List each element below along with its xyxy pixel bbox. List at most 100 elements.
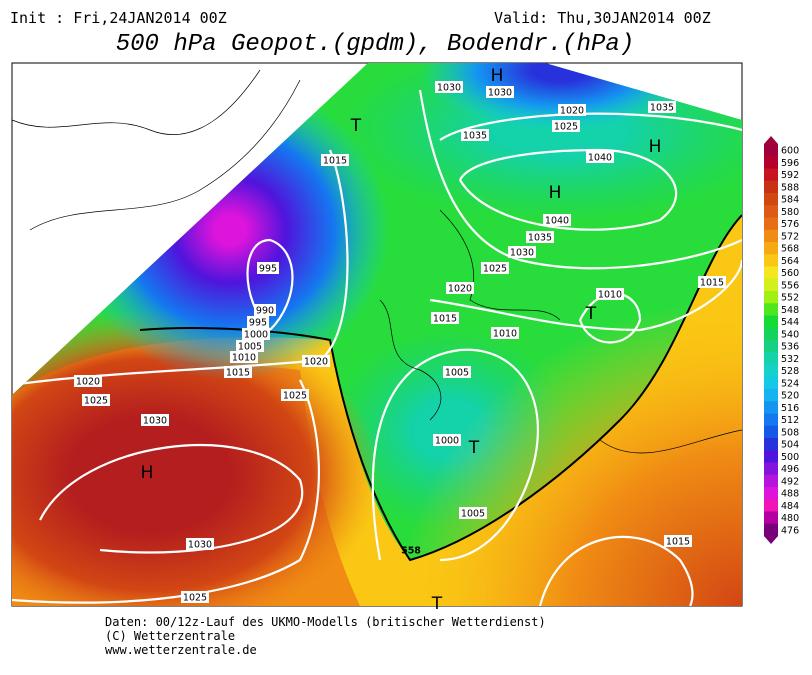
isobar-label: 1020 <box>304 357 328 368</box>
label-bg <box>181 591 209 603</box>
pressure-center: H <box>491 66 504 86</box>
colorbar-label: 504 <box>781 440 799 451</box>
colorbar-label: 480 <box>781 513 799 524</box>
colorbar-label: 492 <box>781 476 799 487</box>
colorbar-label: 508 <box>781 427 799 438</box>
colorbar-swatch <box>764 229 778 243</box>
label-bg <box>257 262 279 274</box>
isobar-label: 1025 <box>554 122 578 133</box>
colorbar-label: 536 <box>781 342 799 353</box>
label-bg <box>82 394 110 406</box>
isobar-label: 1000 <box>244 330 268 341</box>
label-bg <box>446 282 474 294</box>
colorbar-swatch <box>764 487 778 500</box>
colorbar-swatch <box>764 364 778 378</box>
colorbar-label: 488 <box>781 489 799 500</box>
colorbar-label: 540 <box>781 329 799 340</box>
colorbar-swatch <box>764 193 778 206</box>
colorbar-swatch <box>764 376 778 390</box>
footer-line: www.wetterzentrale.de <box>105 643 257 657</box>
isobar-label: 1005 <box>461 509 485 520</box>
label-bg <box>486 86 514 98</box>
label-bg <box>435 81 463 93</box>
isobar-label: 995 <box>249 318 267 329</box>
colorbar-label: 564 <box>781 256 799 267</box>
label-bg <box>141 414 169 426</box>
colorbar-label: 476 <box>781 525 799 536</box>
colorbar-label: 584 <box>781 195 799 206</box>
colorbar-label: 496 <box>781 464 799 475</box>
colorbar-label: 592 <box>781 170 799 181</box>
label-bg <box>552 120 580 132</box>
colorbar-label: 572 <box>781 231 799 242</box>
label-bg <box>431 312 459 324</box>
isobar-label: 995 <box>259 264 277 275</box>
colorbar-swatch <box>764 511 778 525</box>
label-bg <box>543 214 571 226</box>
colorbar-label: 596 <box>781 158 799 169</box>
isobar-label: 1015 <box>700 278 724 289</box>
colorbar-swatch <box>764 168 778 182</box>
isobar-label: 1025 <box>183 593 207 604</box>
colorbar-label: 560 <box>781 268 799 279</box>
colorbar-label: 484 <box>781 501 799 512</box>
label-bg <box>236 340 264 352</box>
label-bg <box>459 507 487 519</box>
isobar-label: 1020 <box>448 284 472 295</box>
colorbar-swatch <box>764 254 778 267</box>
colorbar-label: 520 <box>781 391 799 402</box>
label-bg <box>281 389 309 401</box>
isobar-label: 1020 <box>560 106 584 117</box>
isobar-label: 1030 <box>437 83 461 94</box>
colorbar-label: 568 <box>781 244 799 255</box>
colorbar-swatch <box>764 401 778 414</box>
label-bg <box>526 231 554 243</box>
pressure-center: H <box>649 137 662 157</box>
colorbar-label: 580 <box>781 207 799 218</box>
colorbar-swatch <box>764 144 778 157</box>
label-bg <box>508 246 536 258</box>
coastlines <box>11 69 743 454</box>
colorbar-swatch <box>764 523 778 537</box>
colorbar-swatch <box>764 499 778 512</box>
label-bg <box>230 351 258 363</box>
isobar-label: 1035 <box>463 131 487 142</box>
colorbar-label: 532 <box>781 354 799 365</box>
isobar-label: 1010 <box>232 353 256 364</box>
pressure-center: H <box>549 183 562 203</box>
colorbar-cap <box>764 136 778 144</box>
isobar-label: 990 <box>256 306 274 317</box>
colorbar-label: 576 <box>781 219 799 230</box>
colorbar-swatch <box>764 180 778 194</box>
colorbar-swatch <box>764 205 778 218</box>
isobar-label: 1030 <box>510 248 534 259</box>
pressure-center: H <box>141 463 154 483</box>
label-bg <box>491 327 519 339</box>
isobar-label: 1030 <box>143 416 167 427</box>
colorbar-swatch <box>764 242 778 255</box>
isobar-label: 1030 <box>488 88 512 99</box>
label-bg <box>664 535 692 547</box>
colorbar-label: 524 <box>781 378 799 389</box>
colorbar-swatch <box>764 303 778 316</box>
colorbar-swatch <box>764 413 778 427</box>
colorbar-swatch <box>764 340 778 353</box>
isobar-label: 1015 <box>323 156 347 167</box>
colorbar-swatch <box>764 425 778 439</box>
init-time: Init : Fri,24JAN2014 00Z <box>10 9 227 27</box>
footer-line: Daten: 00/12z-Lauf des UKMO-Modells (bri… <box>105 615 546 629</box>
isobar-label: 1000 <box>435 436 459 447</box>
pressure-center: T <box>585 304 597 324</box>
isobar-label: 1015 <box>226 368 250 379</box>
label-bg <box>433 434 461 446</box>
colorbar-swatch <box>764 156 778 169</box>
label-bg <box>254 304 276 316</box>
colorbar-label: 516 <box>781 403 799 414</box>
valid-time: Valid: Thu,30JAN2014 00Z <box>494 9 711 27</box>
isobar-label: 1030 <box>188 540 212 551</box>
colorbar-swatch <box>764 462 778 476</box>
label-bg <box>648 101 676 113</box>
label-bg <box>186 538 214 550</box>
